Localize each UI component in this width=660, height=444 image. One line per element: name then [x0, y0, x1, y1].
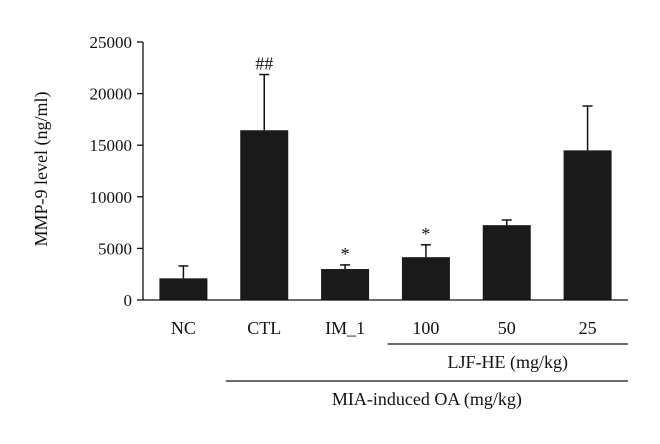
y-tick-label: 0 — [124, 291, 133, 310]
category-label-25: 25 — [579, 318, 597, 338]
category-label-CTL: CTL — [247, 318, 281, 338]
significance-mark-100: * — [421, 224, 430, 244]
y-tick-label: 15000 — [90, 136, 133, 155]
category-label-NC: NC — [171, 318, 196, 338]
bar-IM_1 — [321, 269, 370, 300]
y-tick-label: 25000 — [90, 33, 133, 52]
bars — [159, 130, 612, 300]
category-label-IM_1: IM_1 — [325, 318, 365, 338]
bar-25 — [563, 150, 612, 300]
category-label-100: 100 — [412, 318, 439, 338]
error-bars — [178, 73, 593, 279]
significance-annotations: ## * * — [255, 54, 430, 264]
bar-CTL — [240, 130, 289, 300]
y-tick-label: 5000 — [98, 239, 132, 258]
x-axis: NC CTL IM_1 100 50 25 — [143, 299, 628, 338]
bar-50 — [482, 225, 531, 300]
significance-mark-CTL: ## — [255, 54, 273, 74]
group-brackets: LJF-HE (mg/kg) MIA-induced OA (mg/kg) — [225, 343, 628, 410]
significance-mark-IM_1: * — [341, 244, 350, 264]
y-axis-label: MMP-9 level (ng/ml) — [31, 92, 52, 247]
bar-100 — [401, 257, 450, 300]
group-label: MIA-induced OA (mg/kg) — [332, 389, 522, 410]
category-label-50: 50 — [498, 318, 516, 338]
y-tick-label: 10000 — [90, 188, 133, 207]
group-label: LJF-HE (mg/kg) — [448, 352, 569, 373]
y-axis: 0 5000 10000 15000 20000 25000 — [90, 33, 144, 310]
y-tick-label: 20000 — [90, 85, 133, 104]
bar-NC — [159, 278, 208, 300]
